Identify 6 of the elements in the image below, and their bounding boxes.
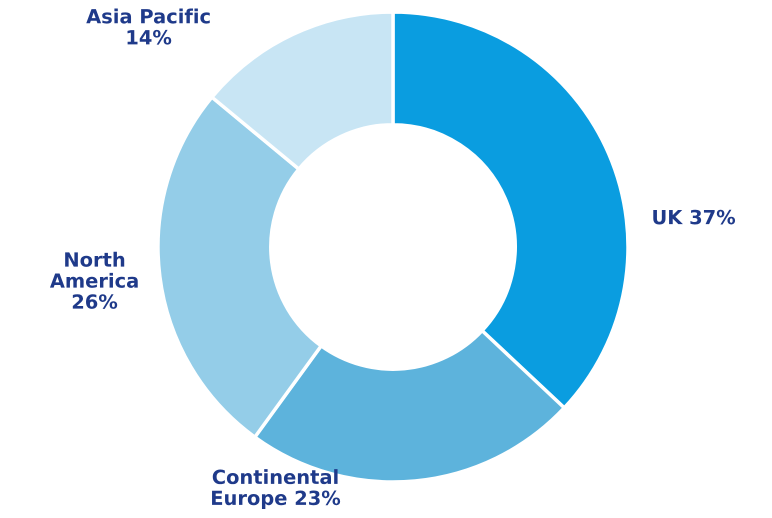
slice-label: Asia Pacific — [86, 8, 210, 24]
slice-label: UK 37% — [653, 210, 736, 224]
slice-label: Continental Europe 23% — [212, 469, 340, 509]
data-label: 14% — [128, 30, 172, 45]
data-label: 26% — [72, 294, 118, 309]
slice-label: North America — [50, 252, 138, 288]
